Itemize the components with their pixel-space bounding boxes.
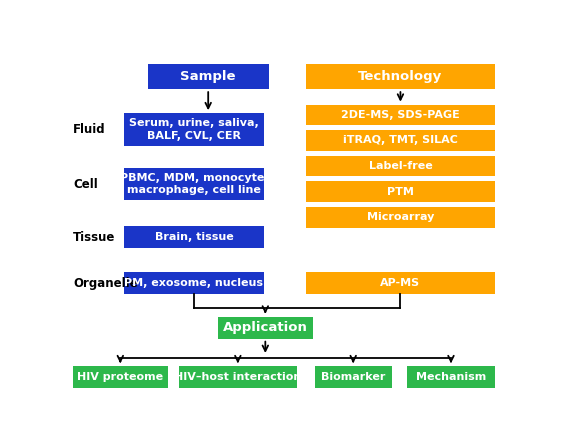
Text: PBMC, MDM, monocyte,
macrophage, cell line: PBMC, MDM, monocyte, macrophage, cell li… [120, 173, 268, 195]
FancyBboxPatch shape [306, 207, 495, 228]
FancyBboxPatch shape [124, 226, 264, 248]
FancyBboxPatch shape [124, 113, 264, 146]
Text: AP-MS: AP-MS [380, 278, 421, 288]
Text: 2DE-MS, SDS-PAGE: 2DE-MS, SDS-PAGE [341, 110, 460, 120]
FancyBboxPatch shape [306, 63, 495, 89]
Text: Label-free: Label-free [369, 161, 432, 171]
Text: Organelle: Organelle [73, 277, 138, 289]
FancyBboxPatch shape [218, 317, 312, 339]
Text: HIV–host interaction: HIV–host interaction [174, 372, 302, 382]
FancyBboxPatch shape [124, 168, 264, 200]
Text: HIV proteome: HIV proteome [77, 372, 163, 382]
Text: Application: Application [223, 321, 308, 334]
Text: Mechanism: Mechanism [416, 372, 486, 382]
Text: Brain, tissue: Brain, tissue [155, 232, 233, 242]
FancyBboxPatch shape [315, 366, 392, 388]
FancyBboxPatch shape [179, 366, 297, 388]
FancyBboxPatch shape [148, 63, 269, 89]
Text: Sample: Sample [180, 70, 236, 83]
Text: Serum, urine, saliva,
BALF, CVL, CER: Serum, urine, saliva, BALF, CVL, CER [129, 118, 259, 141]
FancyBboxPatch shape [306, 130, 495, 151]
FancyBboxPatch shape [306, 156, 495, 176]
FancyBboxPatch shape [73, 366, 168, 388]
Text: Cell: Cell [73, 178, 98, 190]
FancyBboxPatch shape [124, 272, 264, 294]
Text: Tissue: Tissue [73, 230, 116, 244]
Text: iTRAQ, TMT, SILAC: iTRAQ, TMT, SILAC [343, 135, 458, 146]
Text: Biomarker: Biomarker [321, 372, 386, 382]
FancyBboxPatch shape [306, 182, 495, 202]
FancyBboxPatch shape [306, 272, 495, 294]
FancyBboxPatch shape [306, 105, 495, 125]
Text: Technology: Technology [358, 70, 443, 83]
Text: PM, exosome, nucleus: PM, exosome, nucleus [124, 278, 264, 288]
Text: Microarray: Microarray [367, 212, 434, 222]
FancyBboxPatch shape [407, 366, 495, 388]
Text: PTM: PTM [387, 187, 414, 197]
Text: Fluid: Fluid [73, 123, 105, 136]
